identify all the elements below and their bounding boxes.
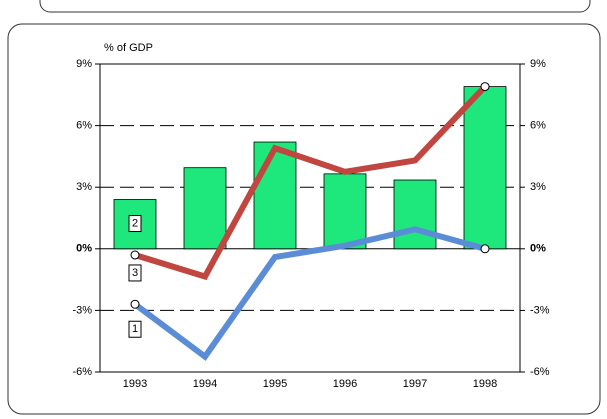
y2-tick-label: -3% xyxy=(530,304,550,316)
y-tick-label: 9% xyxy=(76,58,92,70)
x-tick-label: 1996 xyxy=(333,378,357,390)
line xyxy=(134,84,488,281)
x-tick-label: 1997 xyxy=(403,378,427,390)
y2-tick-label: -6% xyxy=(530,366,550,378)
bar xyxy=(183,167,227,250)
series-label-box xyxy=(128,215,142,233)
bar xyxy=(393,179,437,250)
bar xyxy=(253,141,297,250)
y2-tick-label: 6% xyxy=(530,120,546,132)
chart-panel xyxy=(7,23,601,415)
series-label-box xyxy=(128,320,142,338)
x-tick-label: 1993 xyxy=(123,378,147,390)
series-label: 2 xyxy=(132,217,138,229)
y-tick-label: 6% xyxy=(76,120,92,132)
end-marker xyxy=(480,244,490,254)
plot-frame xyxy=(99,63,521,373)
end-marker xyxy=(130,250,140,260)
series-label-box xyxy=(128,264,142,282)
x-tick-label: 1995 xyxy=(263,378,287,390)
x-tick-label: 1994 xyxy=(193,378,217,390)
end-marker xyxy=(130,299,140,309)
y-axis-label: % of GDP xyxy=(104,42,153,54)
series-label: 3 xyxy=(132,267,138,279)
series-label: 1 xyxy=(132,323,138,335)
x-tick-label: 1998 xyxy=(473,378,497,390)
y-tick-label: -3% xyxy=(72,304,92,316)
y-tick-label: 3% xyxy=(76,181,92,193)
bar xyxy=(463,86,507,250)
y2-tick-label: 0% xyxy=(530,243,546,255)
bar xyxy=(323,173,367,250)
y-tick-label: 0% xyxy=(76,243,92,255)
top-panel xyxy=(39,0,591,13)
y2-tick-label: 9% xyxy=(530,58,546,70)
end-marker xyxy=(480,82,490,92)
line xyxy=(133,226,486,361)
y-tick-label: -6% xyxy=(72,366,92,378)
y2-tick-label: 3% xyxy=(530,181,546,193)
